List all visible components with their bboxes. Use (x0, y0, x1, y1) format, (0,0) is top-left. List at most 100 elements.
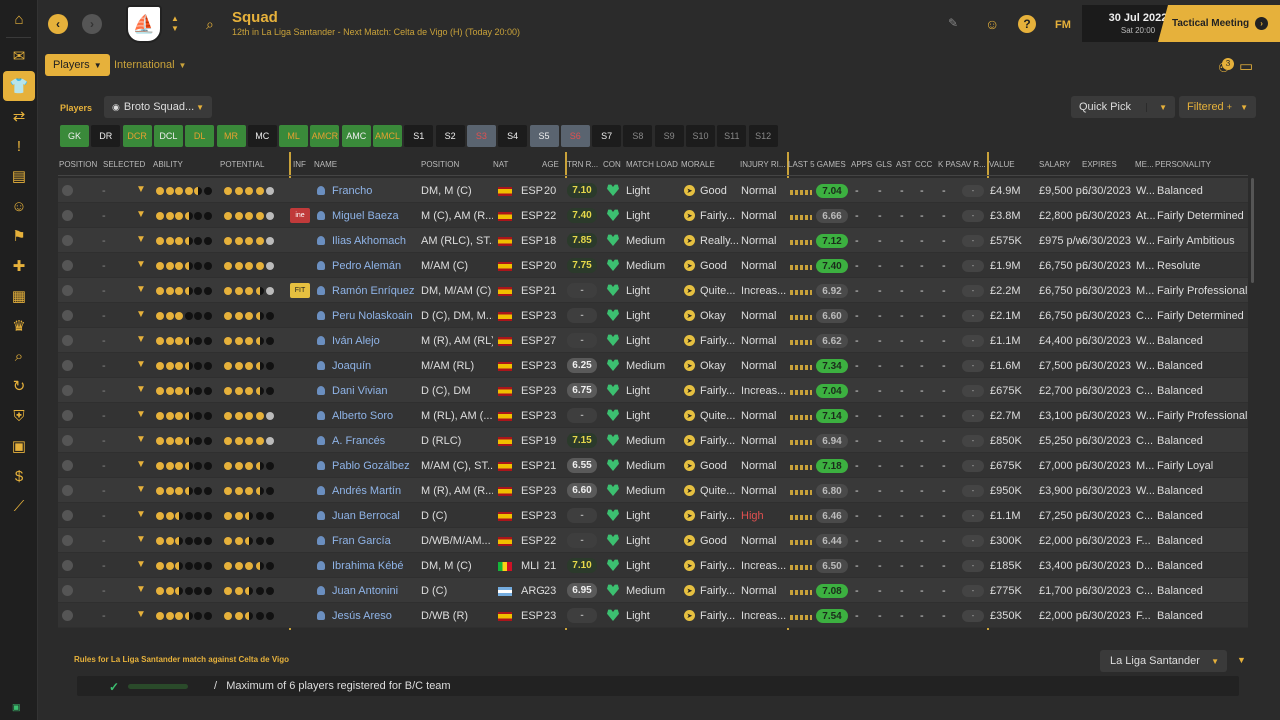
table-row[interactable]: - ▼ Pedro Alemán M/AM (C) ESP 20 7.75 Medium ➤ Go… (58, 253, 1248, 278)
position-filter-dl[interactable]: DL (185, 125, 215, 147)
selected-position-empty[interactable]: - (102, 485, 106, 497)
column-header[interactable]: CCC (915, 160, 933, 169)
chevron-down-icon[interactable]: ▼ (136, 509, 146, 520)
position-filter-dcr[interactable]: DCR (122, 125, 152, 147)
selected-position-empty[interactable]: - (102, 210, 106, 222)
reports-icon[interactable]: ⟋ (13, 497, 25, 515)
position-filter-s12[interactable]: S12 (748, 125, 778, 147)
column-header[interactable]: NAT (493, 160, 509, 169)
alerts-icon[interactable]: ! (16, 137, 22, 155)
selected-position-empty[interactable]: - (102, 610, 106, 622)
column-header[interactable]: POSITION (421, 160, 460, 169)
table-row[interactable]: - ▼ Juan Antonini D (C) ARG 23 6.95 Medium ➤ Fair… (58, 578, 1248, 603)
player-name[interactable]: Iván Alejo (332, 335, 380, 347)
table-row[interactable]: - ▼ Jesús Areso D/WB (R) ESP 23- Light ➤ Fairly.… (58, 603, 1248, 628)
column-header[interactable]: VALUE (989, 160, 1015, 169)
player-name[interactable]: Dani Vivian (332, 385, 388, 397)
chevron-down-icon[interactable]: ▼ (136, 334, 146, 345)
selected-checkbox[interactable] (62, 310, 73, 321)
player-name[interactable]: Miguel Baeza (332, 210, 399, 222)
home-icon[interactable]: ⌂ (14, 10, 24, 28)
chevron-down-icon[interactable]: ▼ (136, 409, 146, 420)
board-icon[interactable]: ▣ (11, 438, 27, 455)
position-filter-s9[interactable]: S9 (654, 125, 684, 147)
player-name[interactable]: Ilias Akhomach (332, 235, 406, 247)
club-icon[interactable]: ⛨ (13, 407, 25, 425)
selected-checkbox[interactable] (62, 585, 73, 596)
selected-position-empty[interactable]: - (102, 535, 106, 547)
column-header[interactable]: MORALE (681, 160, 715, 169)
player-name[interactable]: A. Francés (332, 435, 386, 447)
filter-button[interactable]: Filtered + ▼ (1179, 96, 1256, 118)
position-filter-amc[interactable]: AMC (341, 125, 371, 147)
table-row[interactable]: - ▼ Francho DM, M (C) ESP 20 7.10 Light ➤ Good Nor… (58, 178, 1248, 203)
selected-checkbox[interactable] (62, 485, 73, 496)
chevron-down-icon[interactable]: ▼ (136, 184, 146, 195)
selected-position-empty[interactable]: - (102, 260, 106, 272)
table-row[interactable]: - ▼ Iván Alejo M (R), AM (RL) ESP 27- Light ➤ Fa… (58, 328, 1248, 353)
position-filter-s5[interactable]: S5 (529, 125, 559, 147)
selected-position-empty[interactable]: - (102, 460, 106, 472)
selected-checkbox[interactable] (62, 335, 73, 346)
back-icon[interactable]: ‹ (48, 14, 68, 34)
column-header[interactable]: POTENTIAL (220, 160, 265, 169)
selected-checkbox[interactable] (62, 185, 73, 196)
column-header[interactable]: TRN R... (567, 160, 599, 169)
search-icon[interactable]: ⌕ (206, 16, 214, 32)
transfers-icon[interactable]: ⇄ (12, 108, 26, 125)
selected-position-empty[interactable]: - (102, 185, 106, 197)
position-filter-s10[interactable]: S10 (686, 125, 715, 147)
chevron-down-icon[interactable]: ▼ (136, 584, 146, 595)
selected-position-empty[interactable]: - (102, 435, 106, 447)
table-row[interactable]: - ▼ Peru Nolaskoain D (C), DM, M... ESP 23- Li… (58, 303, 1248, 328)
scrollbar[interactable] (1251, 178, 1254, 283)
position-filter-mr[interactable]: MR (216, 125, 246, 147)
quick-pick-button[interactable]: Quick Pick ▼ (1071, 96, 1175, 118)
column-header[interactable]: ME... (1135, 160, 1154, 169)
staff-icon[interactable]: ☺ (11, 197, 27, 215)
column-header[interactable]: ABILITY (153, 160, 183, 169)
schedule-icon[interactable]: ▦ (11, 288, 27, 305)
chevron-down-icon[interactable]: ▼ (136, 259, 146, 270)
selected-checkbox[interactable] (62, 410, 73, 421)
column-header[interactable]: LAST 5 GAMES (788, 160, 846, 169)
selected-checkbox[interactable] (62, 285, 73, 296)
column-header[interactable]: INF (293, 160, 306, 169)
squad-icon[interactable]: 👕 (3, 71, 35, 101)
finance-icon[interactable]: $ (14, 467, 24, 485)
selected-position-empty[interactable]: - (102, 410, 106, 422)
edit-icon[interactable]: ✎ (948, 16, 959, 30)
player-name[interactable]: Juan Berrocal (332, 510, 400, 522)
chevron-down-icon[interactable]: ▼ (136, 609, 146, 620)
table-row[interactable]: - ▼ Andrés Martín M (R), AM (R... ESP 23 6.60 M… (58, 478, 1248, 503)
column-header[interactable]: AV R... (961, 160, 986, 169)
column-header[interactable]: K PAS (938, 160, 961, 169)
view-select[interactable]: ◉ Broto Squad... ▼ (104, 96, 212, 118)
people-icon[interactable]: ⚇ (1218, 60, 1230, 75)
selected-checkbox[interactable] (62, 535, 73, 546)
player-name[interactable]: Jesús Areso (332, 610, 392, 622)
forward-icon[interactable]: › (82, 14, 102, 34)
column-header[interactable]: AST (896, 160, 912, 169)
chevron-down-icon[interactable]: ▼ (136, 384, 146, 395)
selected-position-empty[interactable]: - (102, 560, 106, 572)
selected-position-empty[interactable]: - (102, 385, 106, 397)
position-filter-amcl[interactable]: AMCL (373, 125, 402, 147)
position-filter-s3[interactable]: S3 (466, 125, 496, 147)
help-icon[interactable]: ? (1018, 15, 1036, 33)
table-row[interactable]: - ▼ Alberto Soro M (RL), AM (... ESP 23- Light… (58, 403, 1248, 428)
position-filter-s7[interactable]: S7 (592, 125, 622, 147)
selected-checkbox[interactable] (62, 560, 73, 571)
position-filter-mc[interactable]: MC (247, 125, 277, 147)
column-header[interactable]: MATCH LOAD (626, 160, 678, 169)
player-name[interactable]: Francho (332, 185, 373, 197)
table-row[interactable]: - ▼ Juan Berrocal D (C) ESP 23- Light ➤ Fairly..… (58, 503, 1248, 528)
player-name[interactable]: Pablo Gozálbez (332, 460, 410, 472)
selected-position-empty[interactable]: - (102, 510, 106, 522)
selected-position-empty[interactable]: - (102, 235, 106, 247)
table-row[interactable]: - ▼ Fran García D/WB/M/AM... ESP 22- Light ➤ Goo… (58, 528, 1248, 553)
table-row[interactable]: - ▼ Dani Vivian D (C), DM ESP 23 6.75 Light ➤ Fai… (58, 378, 1248, 403)
chevron-down-icon[interactable]: ▼ (136, 284, 146, 295)
selected-checkbox[interactable] (62, 610, 73, 621)
player-name[interactable]: Ibrahima Kébé (332, 560, 404, 572)
